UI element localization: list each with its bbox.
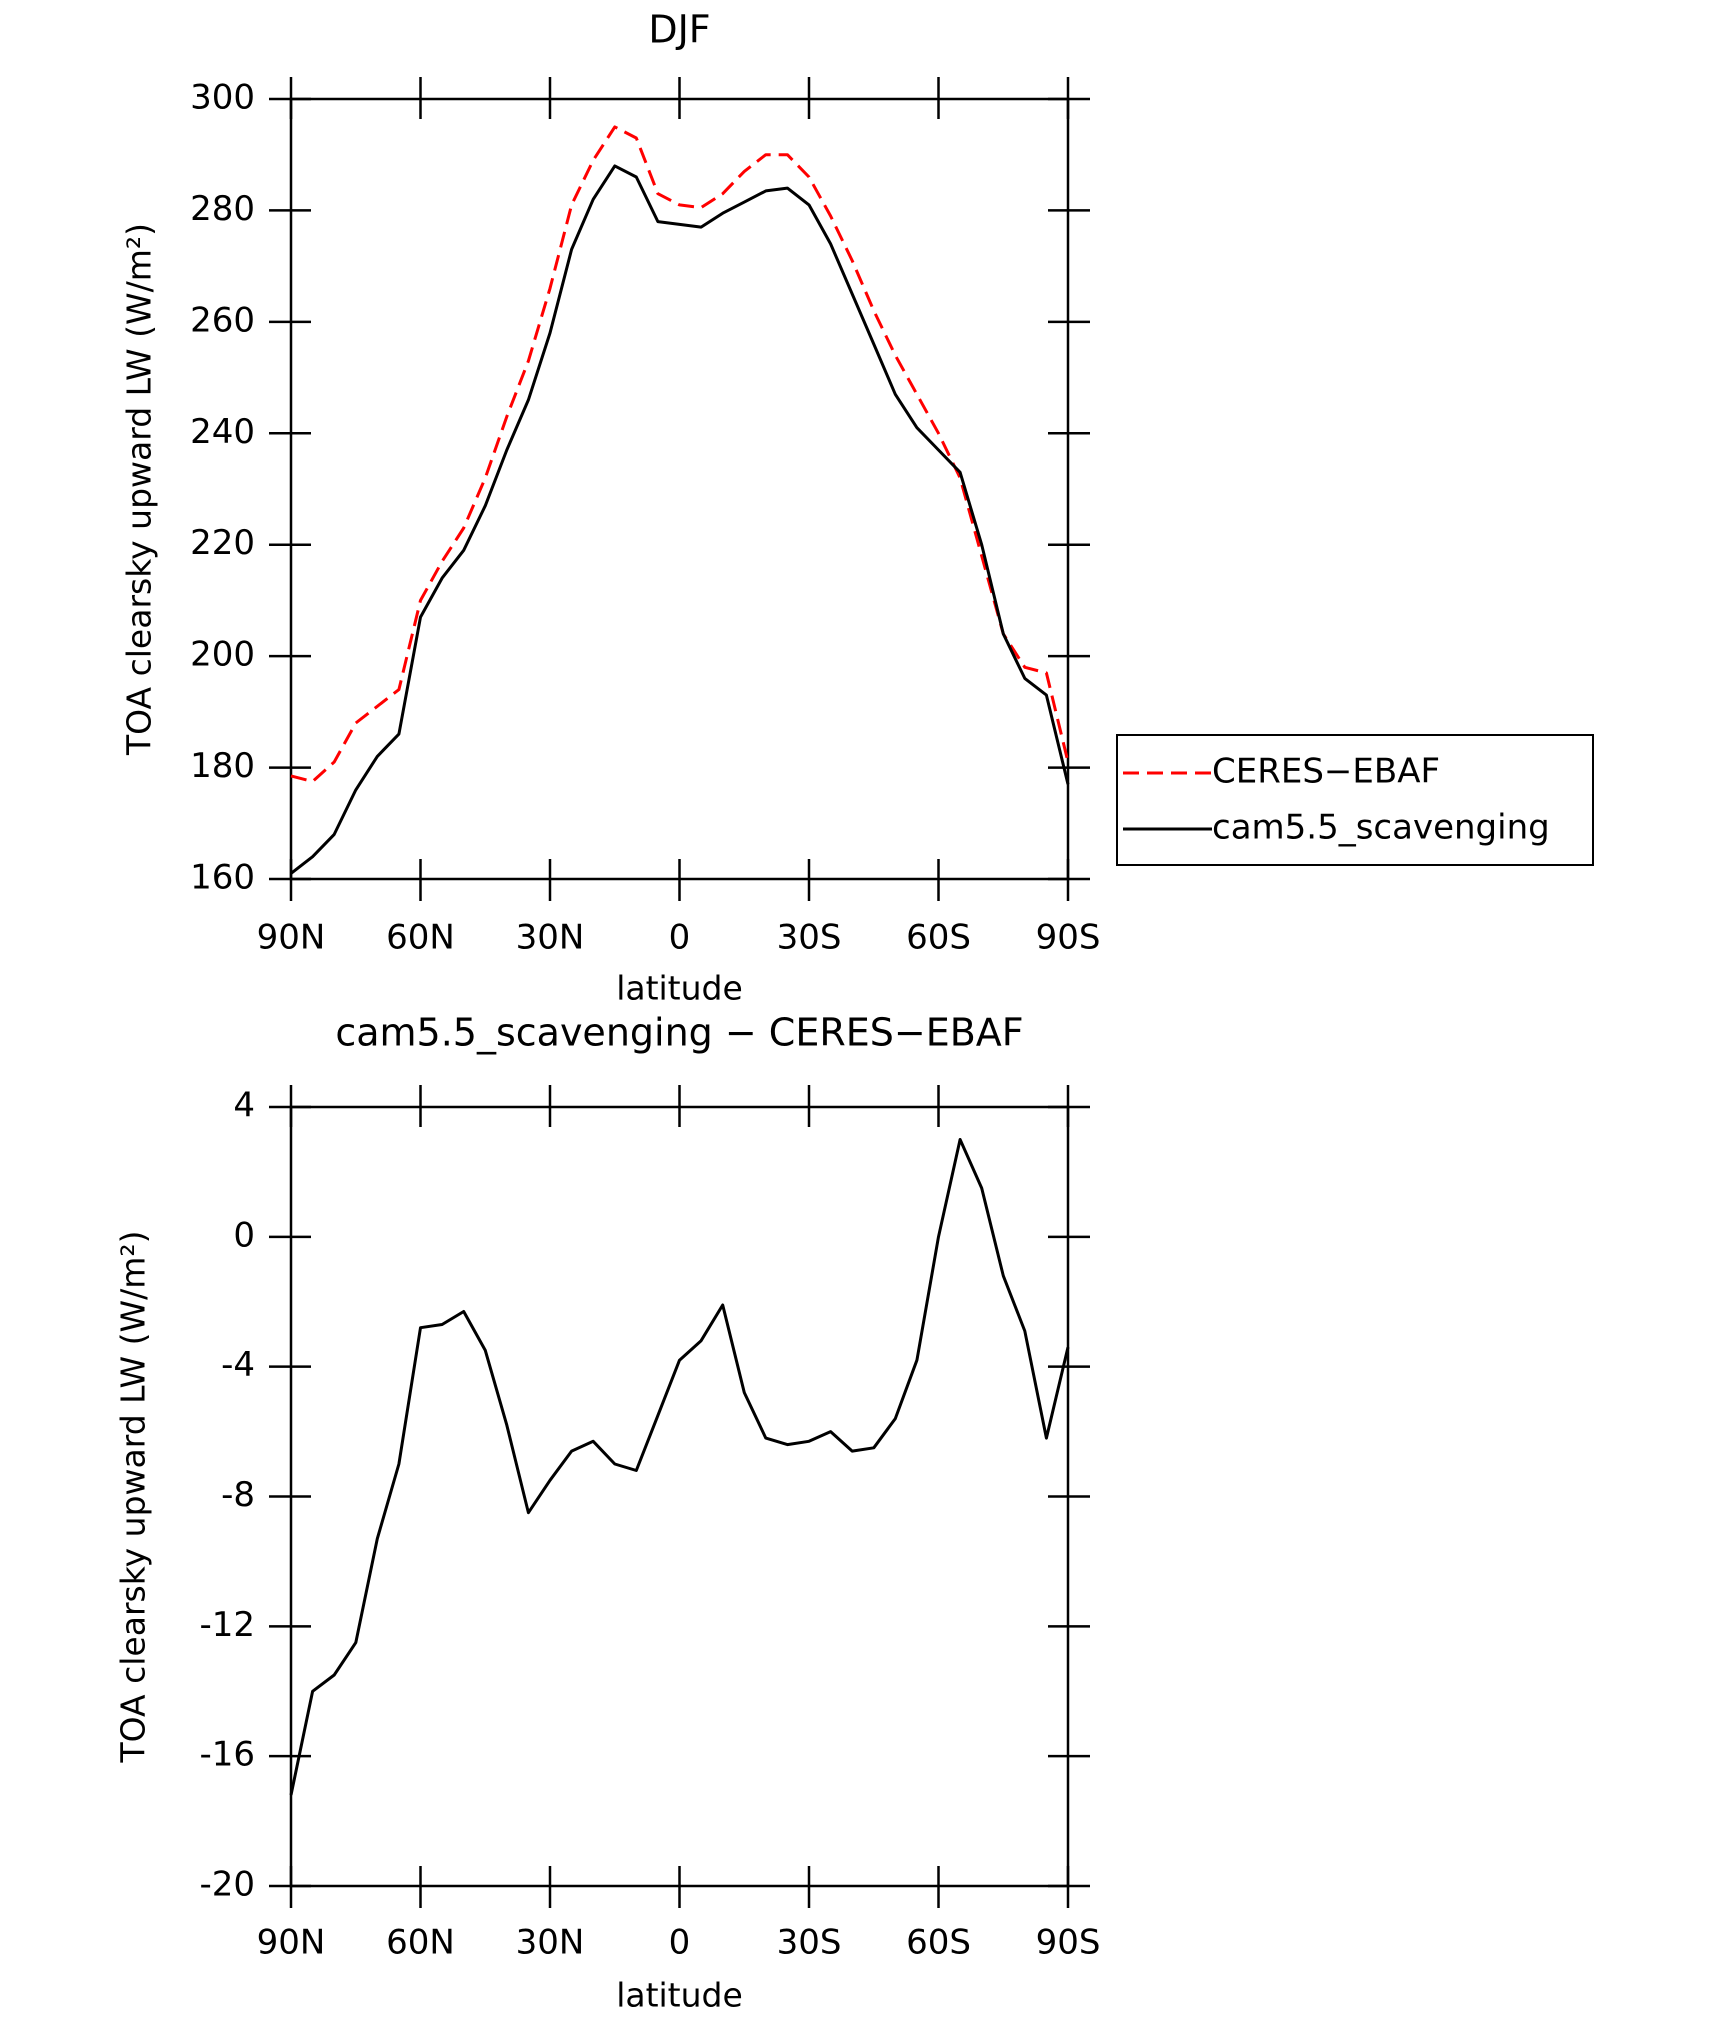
y-tick-label: -4 [221, 1345, 255, 1385]
y-axis-label: TOA clearsky upward LW (W/m²) [114, 1230, 153, 1763]
x-tick-label: 90S [1036, 918, 1101, 958]
y-tick-label: -8 [221, 1475, 255, 1515]
y-tick-label: 240 [190, 412, 255, 452]
y-tick-label: -20 [199, 1865, 255, 1905]
data-line [290, 164, 1070, 875]
x-tick-label: 0 [669, 918, 691, 958]
x-tick-label: 30N [516, 1923, 585, 1963]
x-tick-label: 60S [906, 1923, 971, 1963]
y-tick-label: 200 [190, 635, 255, 675]
y-tick-label: 260 [190, 300, 255, 340]
plot-frame [289, 1105, 1070, 1888]
x-tick-label: 30N [516, 918, 585, 958]
data-line [289, 1138, 1070, 1796]
data-line [290, 125, 1070, 783]
x-tick-label: 60S [906, 918, 971, 958]
y-tick-label: 4 [233, 1086, 255, 1126]
chart-title: cam5.5_scavenging − CERES−EBAF [335, 1011, 1023, 1055]
legend-box [1116, 734, 1594, 866]
legend-label: CERES−EBAF [1212, 752, 1440, 792]
y-tick-label: 300 [190, 78, 255, 118]
y-tick-label: 160 [190, 858, 255, 898]
legend-label: cam5.5_scavenging [1212, 808, 1550, 848]
x-axis-label: latitude [616, 1976, 743, 2015]
x-tick-label: 90N [257, 1923, 326, 1963]
y-tick-label: 0 [233, 1215, 255, 1255]
y-tick-label: 180 [190, 746, 255, 786]
plot-frame [289, 97, 1070, 881]
y-tick-label: 220 [190, 523, 255, 563]
chart-title: DJF [648, 8, 710, 52]
x-tick-label: 60N [386, 1923, 455, 1963]
y-tick-label: 280 [190, 189, 255, 229]
x-tick-label: 60N [386, 918, 455, 958]
x-tick-label: 30S [777, 918, 842, 958]
x-axis-label: latitude [616, 969, 743, 1008]
x-tick-label: 90N [257, 918, 326, 958]
y-tick-label: -12 [199, 1605, 255, 1645]
x-tick-label: 90S [1036, 1923, 1101, 1963]
y-axis-label: TOA clearsky upward LW (W/m²) [120, 223, 159, 756]
x-tick-label: 0 [669, 1923, 691, 1963]
x-tick-label: 30S [777, 1923, 842, 1963]
y-tick-label: -16 [199, 1735, 255, 1775]
